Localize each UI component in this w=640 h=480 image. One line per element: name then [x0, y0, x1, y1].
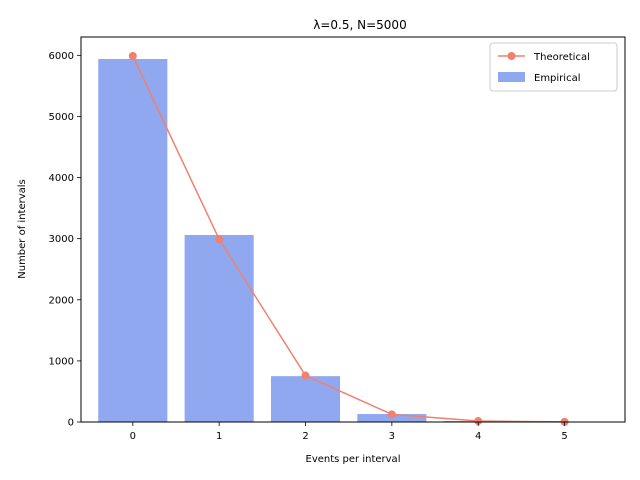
- legend-theoretical-label: Theoretical: [533, 52, 590, 63]
- x-tick-label: 4: [475, 431, 481, 442]
- empirical-bar-0: [98, 59, 168, 422]
- x-axis: 0 1 2 3 4 5: [130, 422, 568, 442]
- y-tick-label: 5000: [49, 112, 74, 123]
- x-tick-label: 3: [389, 431, 395, 442]
- chart-title: λ=0.5, N=5000: [313, 18, 406, 32]
- theoretical-point-4: [474, 417, 483, 426]
- empirical-bar-2: [270, 376, 341, 422]
- plot-area: [98, 51, 569, 426]
- x-tick-label: 2: [302, 431, 308, 442]
- y-axis: 0 1000 2000 3000 4000 5000 6000: [49, 51, 81, 429]
- y-tick-label: 0: [68, 418, 74, 429]
- legend-theoretical-marker: [507, 52, 516, 60]
- legend-empirical-swatch: [498, 72, 525, 82]
- y-tick-label: 2000: [49, 295, 74, 306]
- theoretical-point-1: [215, 235, 224, 244]
- y-tick-label: 4000: [49, 173, 74, 184]
- x-axis-label: Events per interval: [306, 454, 401, 465]
- legend: Theoretical Empirical: [489, 42, 618, 92]
- theoretical-line: [132, 55, 565, 423]
- y-axis-label: Number of intervals: [17, 179, 28, 279]
- plot-frame: [80, 36, 626, 423]
- legend-empirical-label: Empirical: [534, 73, 580, 84]
- x-tick-label: 0: [130, 431, 136, 442]
- y-tick-label: 1000: [49, 356, 74, 367]
- y-tick-label: 3000: [49, 234, 74, 245]
- empirical-bar-1: [184, 235, 254, 422]
- theoretical-point-0: [128, 51, 137, 60]
- theoretical-point-2: [301, 371, 310, 380]
- x-tick-label: 5: [561, 431, 567, 442]
- theoretical-point-3: [387, 410, 396, 419]
- x-tick-label: 1: [216, 431, 222, 442]
- y-tick-label: 6000: [49, 51, 74, 62]
